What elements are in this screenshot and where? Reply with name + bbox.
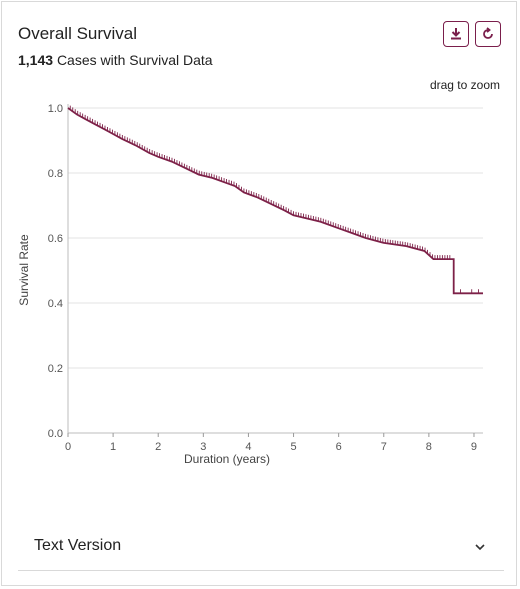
y-tick-label: 0.4: [48, 298, 63, 310]
survival-curve: [67, 107, 483, 295]
x-tick-label: 6: [336, 441, 342, 453]
y-tick-label: 1.0: [48, 103, 63, 115]
x-tick-label: 8: [426, 441, 432, 453]
x-tick-label: 5: [290, 441, 296, 453]
download-button[interactable]: [443, 21, 469, 47]
y-tick-label: 0.0: [48, 428, 63, 440]
curve-layer: [67, 107, 483, 295]
x-tick-label: 3: [200, 441, 206, 453]
tick-layer: [69, 105, 479, 294]
text-version-toggle[interactable]: Text Version: [18, 527, 504, 571]
x-tick-label: 4: [245, 441, 251, 453]
download-icon: [451, 28, 461, 40]
y-tick-label: 0.8: [48, 168, 63, 180]
y-tick-label: 0.6: [48, 233, 63, 245]
case-count-summary: 1,143 Cases with Survival Data: [18, 52, 213, 68]
x-tick-label: 0: [65, 441, 71, 453]
text-version-label: Text Version: [34, 537, 122, 554]
chevron-down-icon: [475, 544, 485, 551]
reset-icon: [483, 27, 493, 39]
axis-layer: 0.0 0.2 0.4 0.6 0.8 1.0 0 1 2 3 4 5 6 7 8 9: [48, 103, 483, 453]
x-tick-label: 9: [471, 441, 477, 453]
zoom-hint: drag to zoom: [429, 78, 500, 92]
x-tick-label: 7: [381, 441, 387, 453]
reset-zoom-button[interactable]: [475, 21, 501, 47]
y-tick-label: 0.2: [48, 363, 63, 375]
chart-title: Overall Survival: [18, 24, 138, 43]
x-tick-label: 1: [110, 441, 116, 453]
grid-layer: [68, 107, 483, 434]
x-tick-label: 2: [155, 441, 161, 453]
x-axis-label: Duration (years): [184, 452, 270, 466]
y-axis-label: Survival Rate: [17, 234, 31, 306]
case-count: 1,143: [18, 52, 54, 68]
case-count-suffix: Cases with Survival Data: [56, 52, 213, 68]
